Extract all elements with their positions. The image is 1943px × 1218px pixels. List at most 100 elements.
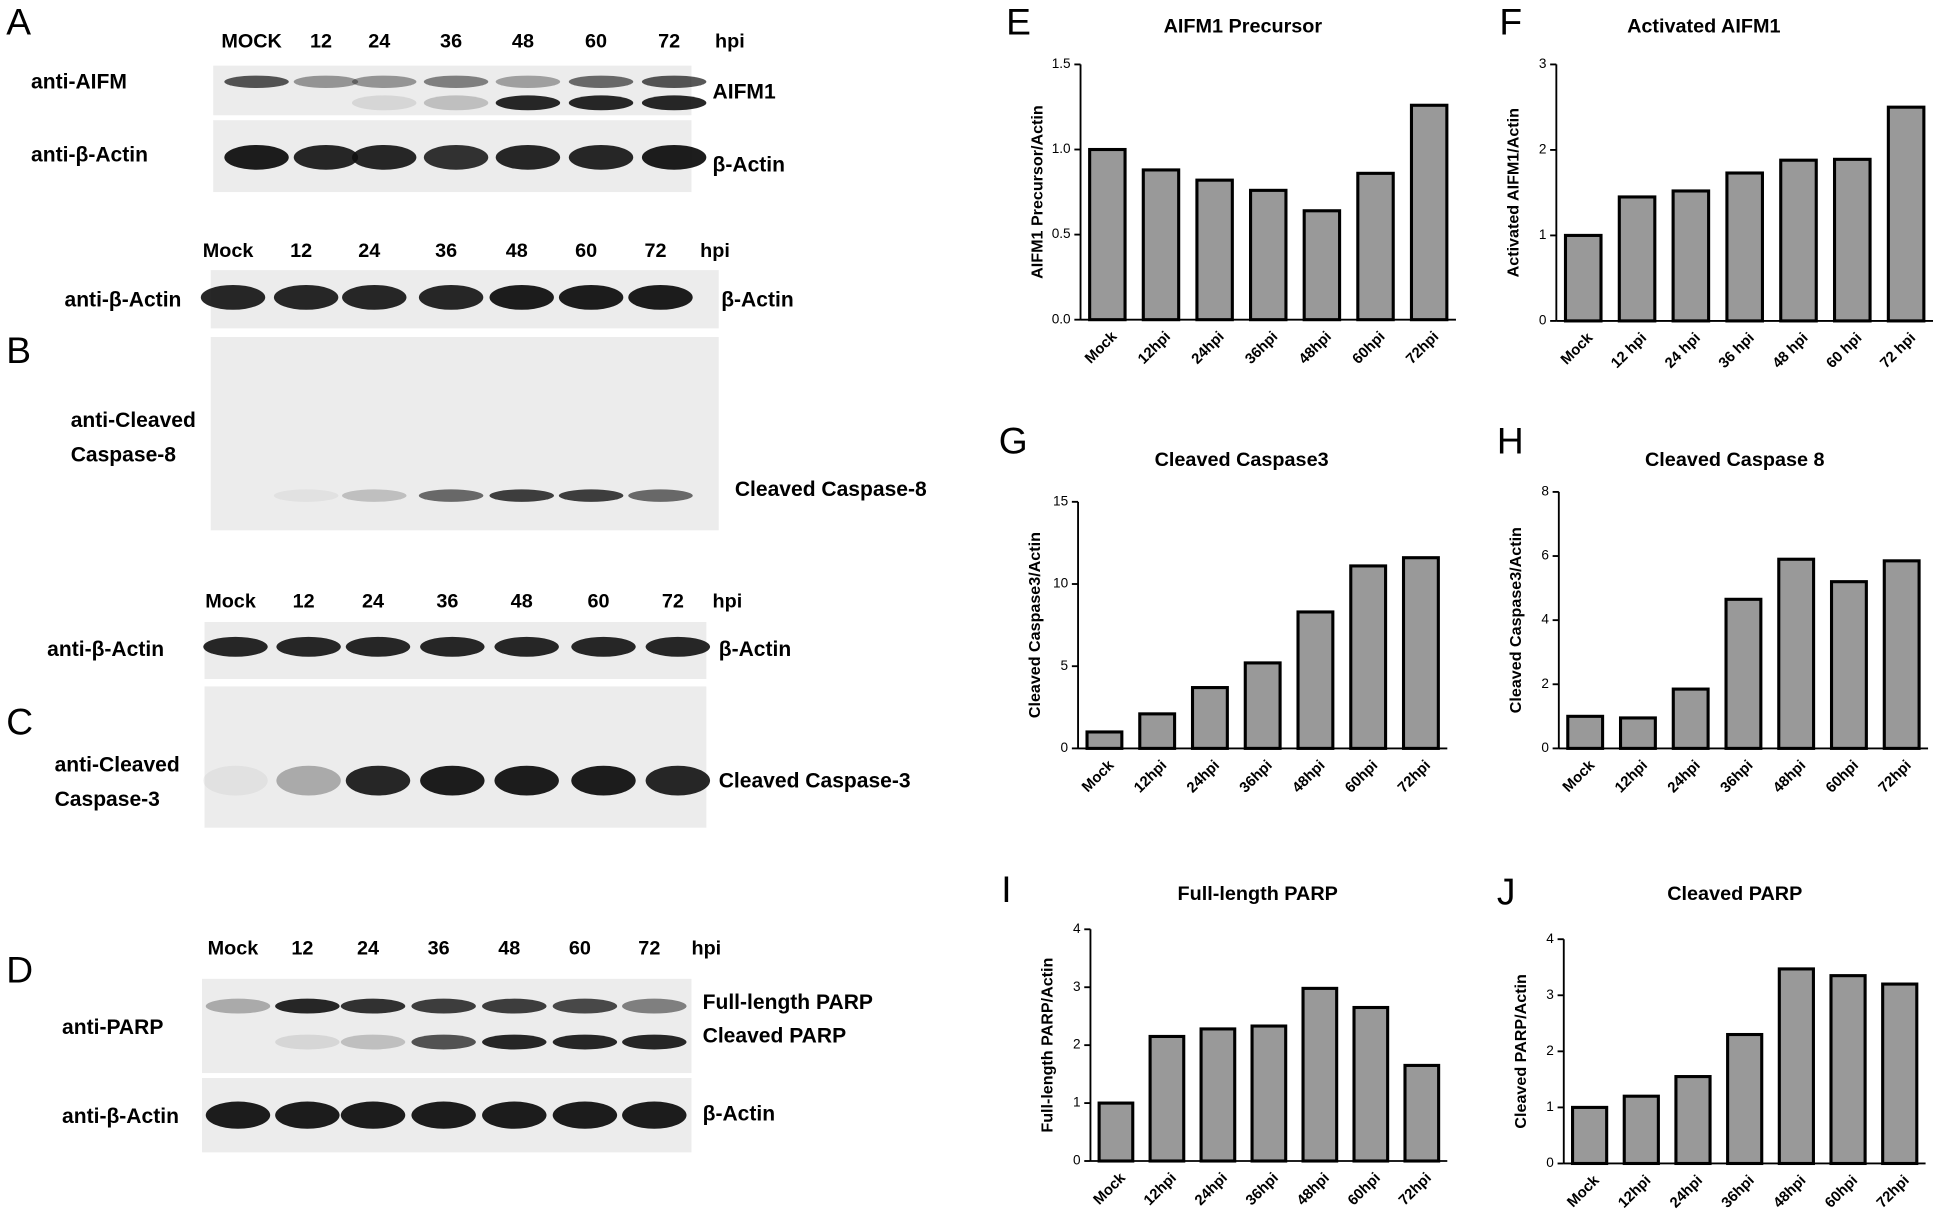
y-tick-label: 15 bbox=[1053, 493, 1068, 508]
bar bbox=[1618, 716, 1657, 750]
chart-title: Full-length PARP bbox=[1178, 883, 1338, 905]
lane-label: 72 bbox=[638, 937, 660, 959]
bar bbox=[1301, 986, 1339, 1163]
x-tick-label: 72hpi bbox=[1874, 1173, 1913, 1212]
y-tick-label: 0 bbox=[1546, 1155, 1554, 1170]
y-tick-label: 4 bbox=[1541, 612, 1549, 627]
panel-letter: H bbox=[1497, 419, 1524, 461]
target-label: Cleaved PARP bbox=[703, 1025, 846, 1048]
blot-band bbox=[568, 95, 634, 111]
blot-band bbox=[224, 144, 289, 170]
chart-title: Cleaved PARP bbox=[1667, 883, 1802, 905]
bar bbox=[1832, 157, 1872, 323]
blot-band bbox=[571, 765, 636, 796]
antibody-label: anti-AIFM bbox=[31, 71, 127, 94]
antibody-label: anti-Cleaved bbox=[71, 409, 196, 432]
antibody-label: anti-PARP bbox=[62, 1016, 163, 1039]
lane-label: 12 bbox=[291, 937, 313, 959]
x-tick-label: 72hpi bbox=[1403, 329, 1442, 368]
antibody-label: anti-β-Actin bbox=[31, 144, 148, 167]
panel-letter: E bbox=[1006, 1, 1031, 43]
y-tick-label: 6 bbox=[1541, 548, 1549, 563]
blot-band bbox=[273, 284, 339, 310]
bar bbox=[1777, 967, 1815, 1166]
target-label: β-Actin bbox=[713, 154, 785, 177]
bar bbox=[1671, 189, 1711, 323]
target-label: β-Actin bbox=[719, 638, 791, 661]
blot-band bbox=[276, 765, 341, 796]
blot-band bbox=[494, 765, 559, 796]
blot-band bbox=[345, 765, 411, 796]
y-tick-label: 0 bbox=[1541, 740, 1549, 755]
panel-letter: J bbox=[1497, 870, 1516, 912]
target-label: β-Actin bbox=[703, 1103, 775, 1126]
x-tick-label: 60 hpi bbox=[1824, 330, 1866, 372]
blot-band bbox=[205, 998, 271, 1014]
blot-band bbox=[489, 284, 554, 310]
lane-label: 36 bbox=[435, 240, 457, 262]
blot-band bbox=[495, 144, 561, 170]
y-tick-label: 0.0 bbox=[1052, 311, 1071, 326]
blot-band bbox=[558, 284, 624, 310]
y-tick-label: 8 bbox=[1541, 484, 1549, 499]
bar bbox=[1401, 556, 1440, 750]
y-tick-label: 1 bbox=[1546, 1099, 1554, 1114]
blot-band bbox=[275, 1034, 340, 1050]
x-tick-label: 60hpi bbox=[1350, 329, 1389, 368]
x-tick-label: 12hpi bbox=[1616, 1173, 1655, 1212]
bar bbox=[1566, 714, 1605, 750]
lane-label: 48 bbox=[506, 240, 528, 262]
blot-band bbox=[552, 998, 618, 1014]
blot-band bbox=[423, 75, 489, 88]
x-tick-label: 12hpi bbox=[1612, 758, 1651, 797]
x-tick-label: 12 hpi bbox=[1608, 330, 1650, 372]
blot-band bbox=[558, 489, 624, 502]
blot-band bbox=[571, 636, 636, 657]
blot-band bbox=[351, 75, 417, 88]
y-tick-label: 0 bbox=[1539, 313, 1547, 328]
blot-band bbox=[276, 636, 341, 657]
lane-label: 12 bbox=[293, 590, 315, 612]
blot-band bbox=[482, 1034, 547, 1050]
y-tick-label: 0 bbox=[1061, 740, 1069, 755]
blot-band bbox=[342, 489, 407, 502]
x-tick-label: 24hpi bbox=[1665, 758, 1704, 797]
lane-label: 24 bbox=[362, 590, 384, 612]
x-tick-label: Mock bbox=[1564, 1172, 1603, 1211]
blot-band bbox=[342, 284, 407, 310]
target-label: Cleaved Caspase-8 bbox=[735, 478, 927, 501]
x-tick-label: 24hpi bbox=[1667, 1173, 1706, 1212]
x-tick-label: Mock bbox=[1079, 757, 1118, 796]
blot-band bbox=[203, 765, 268, 796]
bar bbox=[1296, 610, 1335, 750]
y-tick-label: 2 bbox=[1541, 676, 1549, 691]
blot-band bbox=[203, 636, 268, 657]
antibody-label: anti-β-Actin bbox=[62, 1105, 179, 1128]
x-tick-label: 60hpi bbox=[1345, 1170, 1384, 1209]
blot-band bbox=[200, 284, 266, 310]
lane-label: 48 bbox=[512, 30, 534, 52]
bar bbox=[1724, 597, 1763, 750]
bar bbox=[1352, 1005, 1390, 1163]
blot-band bbox=[568, 75, 634, 88]
bar bbox=[1563, 233, 1603, 323]
antibody-label: anti-β-Actin bbox=[65, 289, 182, 312]
bar bbox=[1085, 730, 1124, 750]
y-axis-label: Cleaved PARP/Actin bbox=[1512, 974, 1530, 1128]
x-tick-label: Mock bbox=[1560, 757, 1599, 796]
blot-band bbox=[552, 1034, 618, 1050]
bar bbox=[1088, 147, 1127, 322]
y-tick-label: 4 bbox=[1073, 921, 1081, 936]
lane-label: Mock bbox=[208, 937, 260, 959]
x-tick-label: Mock bbox=[1091, 1170, 1130, 1209]
lane-label: 60 bbox=[585, 30, 607, 52]
x-tick-label: 72 hpi bbox=[1877, 330, 1919, 372]
antibody-label: anti-β-Actin bbox=[47, 638, 164, 661]
blot-band bbox=[641, 144, 707, 170]
blot-band bbox=[641, 95, 707, 111]
y-tick-label: 4 bbox=[1546, 931, 1554, 946]
antibody-label: Caspase-3 bbox=[55, 788, 160, 811]
x-tick-label: 48hpi bbox=[1770, 758, 1809, 797]
x-tick-label: 36hpi bbox=[1237, 758, 1276, 797]
lane-label: 72 bbox=[645, 240, 667, 262]
